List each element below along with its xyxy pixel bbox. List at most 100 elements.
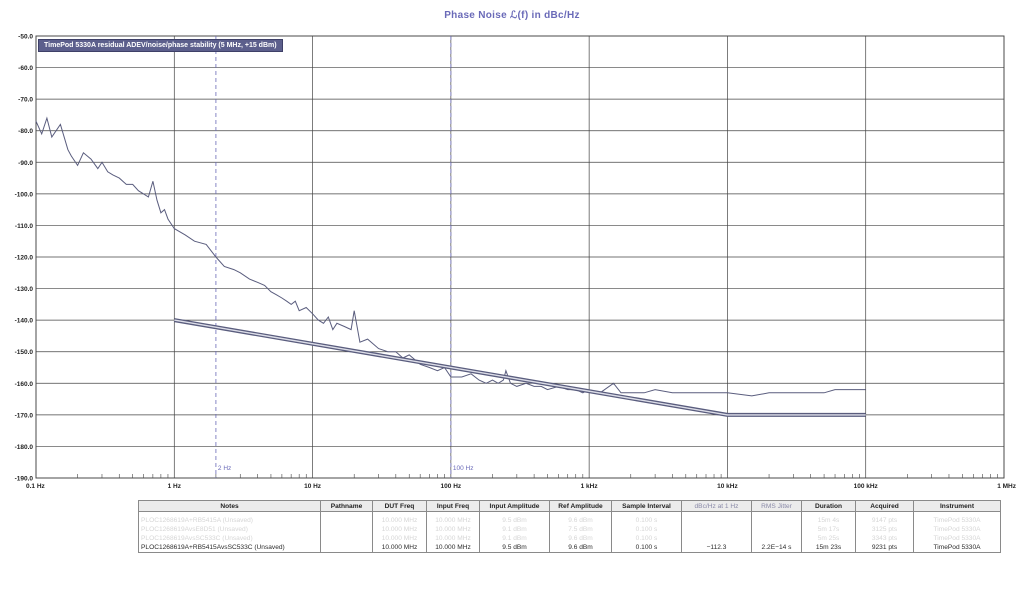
table-cell [751, 525, 802, 534]
table-cell: TimePod 5330A [913, 534, 1001, 543]
table-cell [681, 525, 752, 534]
column-header[interactable]: Duration [801, 500, 856, 512]
x-tick-label: 100 Hz [441, 483, 462, 490]
table-cell [751, 516, 802, 525]
y-tick-label: -150.0 [15, 349, 34, 356]
table-cell: 2.2E−14 s [751, 543, 802, 553]
table-cell [913, 511, 1001, 516]
table-cell: 9147 pts [855, 516, 914, 525]
column-header[interactable]: Instrument [913, 500, 1001, 512]
table-cell: 9.6 dBm [549, 534, 612, 543]
table-row-selected[interactable]: PLOC1268619A+RB5415AvsSC533C (Unsaved) 10… [138, 543, 1001, 553]
column-header[interactable]: RMS Jitter [751, 500, 802, 512]
table-cell: 0.100 s [611, 525, 682, 534]
table-cell: 0.100 s [611, 516, 682, 525]
data-series [35, 116, 866, 417]
table-cell: 10.000 MHz [426, 534, 480, 543]
y-tick-label: -180.0 [15, 444, 34, 451]
table-cell: 10.000 MHz [426, 543, 480, 553]
column-header[interactable]: Sample Interval [611, 500, 682, 512]
x-tick-labels: 0.1 Hz 1 Hz 10 Hz 100 Hz 1 kHz 10 kHz 100 kHz 1… [26, 483, 1017, 490]
table-cell: 15m 4s [801, 516, 856, 525]
column-header[interactable]: Input Amplitude [479, 500, 550, 512]
x-tick-label: 0.1 Hz [26, 483, 46, 490]
table-cell: 9231 pts [855, 543, 914, 553]
y-tick-labels: -50.0 -60.0 -70.0 -80.0 -90.0 -100.0 -110.0 -12… [15, 34, 34, 483]
table-cell: 9.6 dBm [549, 516, 612, 525]
y-tick-label: -190.0 [15, 476, 34, 483]
table-cell: 10.000 MHz [372, 516, 427, 525]
y-tick-label: -130.0 [15, 286, 34, 293]
x-tick-label: 100 kHz [854, 483, 879, 490]
table-cell: PLOC1268619A+RB5415A (Unsaved) [138, 516, 321, 525]
table-cell: 3343 pts [855, 534, 914, 543]
x-tick-label: 1 kHz [581, 483, 599, 490]
table-cell: TimePod 5330A [913, 543, 1001, 553]
column-header[interactable]: Pathname [320, 500, 373, 512]
table-cell [751, 534, 802, 543]
table-cell [320, 543, 373, 553]
phase-noise-series [35, 116, 866, 397]
column-header[interactable]: Notes [138, 500, 321, 512]
table-cell: 7.5 dBm [549, 525, 612, 534]
table-row[interactable]: PLOC1268619AvsE8D51 (Unsaved) 10.000 MHz 1… [138, 525, 1001, 534]
table-cell [320, 525, 373, 534]
table-cell [320, 534, 373, 543]
y-tick-label: -170.0 [15, 412, 34, 419]
table-cell: 10.000 MHz [372, 543, 427, 553]
y-tick-label: -90.0 [18, 160, 33, 167]
x-tick-label: 1 Hz [168, 483, 182, 490]
column-header[interactable]: Acquired [855, 500, 914, 512]
y-tick-label: -160.0 [15, 381, 34, 388]
column-header[interactable]: dBc/Hz at 1 Hz [681, 500, 752, 512]
table-cell: 9.1 dBm [479, 525, 550, 534]
table-row[interactable]: PLOC1268619A+RB5415A (Unsaved) 10.000 MHz… [138, 516, 1001, 525]
x-tick-label: 10 kHz [717, 483, 738, 490]
table-spacer-row [138, 511, 1001, 516]
y-tick-label: -140.0 [15, 318, 34, 325]
table-cell: 9.5 dBm [479, 543, 550, 553]
table-cell: 10.000 MHz [426, 525, 480, 534]
table-cell: 9.5 dBm [479, 516, 550, 525]
column-header[interactable]: DUT Freq [372, 500, 427, 512]
table-cell: TimePod 5330A [913, 516, 1001, 525]
column-header[interactable]: Input Freq [426, 500, 480, 512]
x-tick-label: 10 Hz [304, 483, 322, 490]
floor-series-core [174, 319, 866, 416]
y-tick-label: -80.0 [18, 128, 33, 135]
frequency-marker-label: 2 Hz [218, 465, 231, 472]
chart-title: Phase Noise ℒ(f) in dBc/Hz [444, 10, 580, 21]
y-tick-label: -110.0 [15, 223, 33, 230]
table-cell [320, 516, 373, 525]
table-cell: 0.100 s [611, 543, 682, 553]
table-cell: 5m 25s [801, 534, 856, 543]
table-cell: PLOC1268619A+RB5415AvsSC533C (Unsaved) [138, 543, 321, 553]
table-cell: −112.3 [681, 543, 752, 553]
table-cell: PLOC1268619AvsSC533C (Unsaved) [138, 534, 321, 543]
table-cell: TimePod 5330A [913, 525, 1001, 534]
table-cell: PLOC1268619AvsE8D51 (Unsaved) [138, 525, 321, 534]
table-cell: 0.100 s [611, 534, 682, 543]
table-cell: 10.000 MHz [372, 525, 427, 534]
phase-noise-plot: 2 Hz 100 Hz -50.0 -60.0 -70.0 -80.0 -90.0 -100… [15, 34, 1017, 491]
table-cell [681, 534, 752, 543]
x-tick-label: 1 MHz [997, 483, 1017, 490]
table-cell: 10.000 MHz [372, 534, 427, 543]
table-header-row: Notes Pathname DUT Freq Input Freq Input Amp… [138, 500, 1001, 512]
legend-entry[interactable]: TimePod 5330A residual ADEV/noise/phase … [38, 39, 283, 52]
y-tick-label: -50.0 [18, 34, 33, 41]
frequency-marker-label: 100 Hz [453, 465, 474, 472]
table-cell [681, 516, 752, 525]
column-header[interactable]: Ref Amplitude [549, 500, 612, 512]
results-table: Notes Pathname DUT Freq Input Freq Input Amp… [138, 500, 1001, 553]
y-tick-label: -70.0 [18, 97, 33, 104]
table-cell: 3125 pts [855, 525, 914, 534]
y-tick-label: -100.0 [15, 191, 34, 198]
table-cell: 5m 17s [801, 525, 856, 534]
table-cell: 15m 23s [801, 543, 856, 553]
table-cell: 9.1 dBm [479, 534, 550, 543]
y-tick-label: -60.0 [18, 65, 33, 72]
table-cell: 9.6 dBm [549, 543, 612, 553]
y-tick-label: -120.0 [15, 255, 34, 262]
table-row[interactable]: PLOC1268619AvsSC533C (Unsaved) 10.000 MHz… [138, 534, 1001, 543]
